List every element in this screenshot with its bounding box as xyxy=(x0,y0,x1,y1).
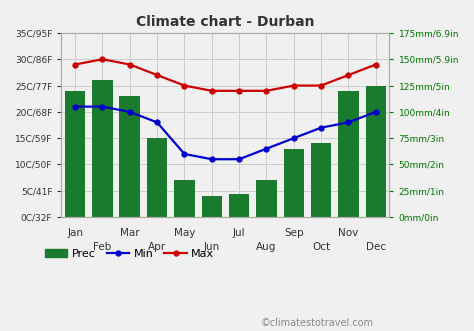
Text: Oct: Oct xyxy=(312,242,330,252)
Text: Apr: Apr xyxy=(148,242,166,252)
Bar xyxy=(283,149,304,217)
Text: Jul: Jul xyxy=(233,228,246,238)
Text: Jun: Jun xyxy=(204,242,220,252)
Bar xyxy=(229,194,249,217)
Bar xyxy=(365,85,386,217)
Text: ©climatestotravel.com: ©climatestotravel.com xyxy=(261,318,374,328)
Bar xyxy=(92,80,113,217)
Bar xyxy=(338,91,359,217)
Bar xyxy=(201,196,222,217)
Bar xyxy=(174,180,195,217)
Text: Feb: Feb xyxy=(93,242,111,252)
Text: May: May xyxy=(174,228,195,238)
Bar xyxy=(119,96,140,217)
Text: Sep: Sep xyxy=(284,228,304,238)
Title: Climate chart - Durban: Climate chart - Durban xyxy=(136,15,315,29)
Bar xyxy=(256,180,277,217)
Bar xyxy=(311,143,331,217)
Text: Mar: Mar xyxy=(120,228,139,238)
Text: Dec: Dec xyxy=(366,242,386,252)
Bar xyxy=(147,138,167,217)
Text: Jan: Jan xyxy=(67,228,83,238)
Legend: Prec, Min, Max: Prec, Min, Max xyxy=(41,244,219,263)
Bar xyxy=(65,91,85,217)
Text: Aug: Aug xyxy=(256,242,277,252)
Text: Nov: Nov xyxy=(338,228,359,238)
